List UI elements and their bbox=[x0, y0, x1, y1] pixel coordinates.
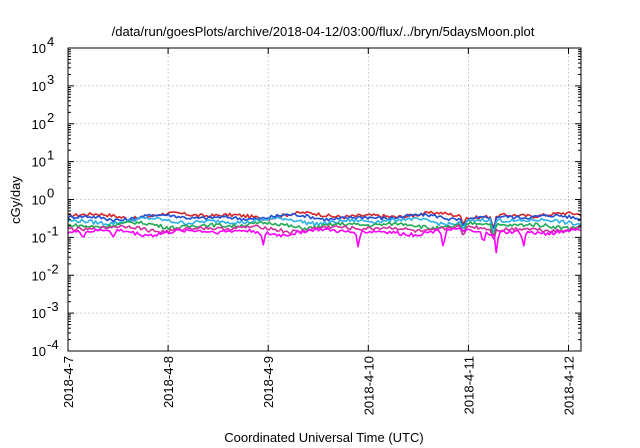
y-tick-exponent: -4 bbox=[47, 337, 59, 352]
series-line-6 bbox=[67, 227, 582, 254]
y-tick-label: 10 bbox=[32, 193, 46, 208]
x-tick-label: 2018-4-12 bbox=[561, 356, 576, 415]
gridlines bbox=[68, 48, 581, 351]
x-axis-label: Coordinated Universal Time (UTC) bbox=[224, 430, 423, 445]
chart-title: /data/run/goesPlots/archive/2018-04-12/0… bbox=[112, 24, 535, 39]
x-tick-label: 2018-4-9 bbox=[261, 356, 276, 408]
series-line-3 bbox=[67, 216, 582, 234]
x-tick-label: 2018-4-8 bbox=[161, 356, 176, 408]
y-tick-exponent: -2 bbox=[47, 261, 59, 276]
y-tick-label: 10 bbox=[32, 79, 46, 94]
y-tick-exponent: 2 bbox=[47, 110, 54, 125]
y-tick-exponent: 3 bbox=[47, 72, 54, 87]
x-tick-label: 2018-4-11 bbox=[461, 356, 476, 414]
y-tick-exponent: 1 bbox=[47, 148, 54, 163]
y-tick-label: 10 bbox=[32, 344, 46, 359]
y-tick-label: 10 bbox=[32, 155, 46, 170]
x-tick-label: 2018-4-10 bbox=[361, 356, 376, 415]
y-tick-label: 10 bbox=[32, 117, 46, 132]
y-tick-exponent: -3 bbox=[47, 299, 59, 314]
x-tick-label: 2018-4-7 bbox=[61, 356, 76, 408]
y-tick-label: 10 bbox=[32, 41, 46, 56]
y-tick-label: 10 bbox=[32, 230, 46, 245]
y-tick-exponent: 4 bbox=[47, 34, 54, 49]
y-tick-label: 10 bbox=[32, 268, 46, 283]
series-line-5 bbox=[67, 224, 582, 241]
y-tick-label: 10 bbox=[32, 306, 46, 321]
y-tick-exponent: -1 bbox=[47, 223, 59, 238]
series-group bbox=[67, 210, 582, 254]
y-axis-label: cGy/day bbox=[8, 176, 23, 224]
x-axis-ticks: 2018-4-7 2018-4-8 2018-4-9 2018-4-10 2018-4-… bbox=[61, 48, 576, 415]
y-tick-exponent: 0 bbox=[47, 186, 54, 201]
